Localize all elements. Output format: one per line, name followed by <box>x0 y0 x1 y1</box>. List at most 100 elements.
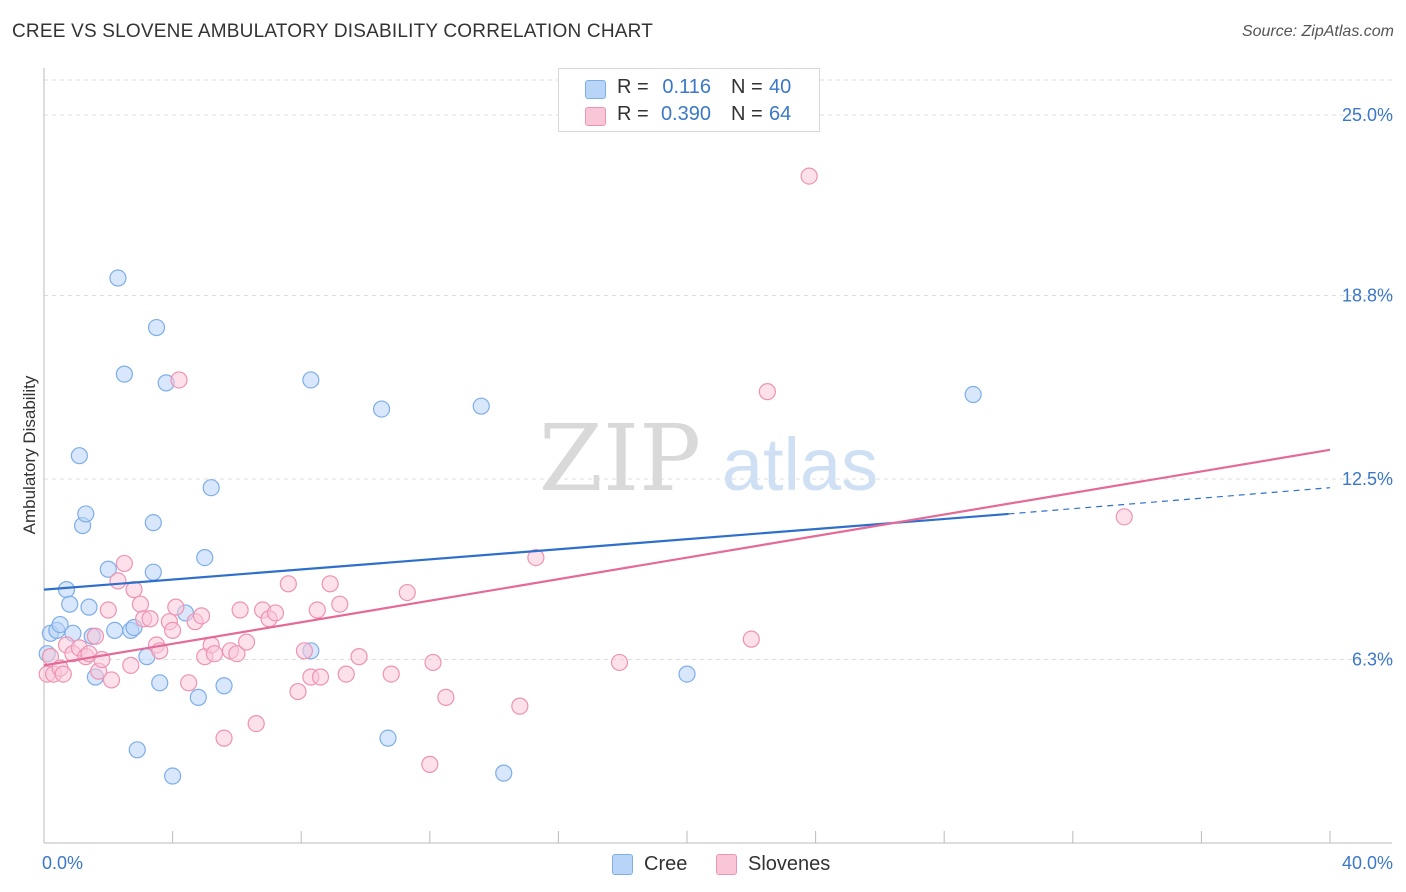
legend-swatch-cree <box>585 80 606 99</box>
cree-point <box>189 688 207 706</box>
slovenes-point <box>382 665 400 683</box>
cree-point <box>372 400 391 418</box>
axis-layer <box>43 68 1392 844</box>
slovenes-point <box>742 630 760 648</box>
bottom-swatch-slovenes <box>716 854 737 875</box>
slovenes-point <box>331 595 349 613</box>
cree-point <box>151 674 169 692</box>
slovenes-point <box>321 575 339 593</box>
slovenes-point <box>398 583 416 602</box>
x-tick-label: 40.0% <box>1342 853 1393 873</box>
cree-point <box>128 741 146 759</box>
legend-n-label: N = <box>731 76 763 98</box>
legend-r-value: 0.390 <box>660 103 711 125</box>
cree-point <box>57 581 76 599</box>
y-tick-label: 6.3% <box>1352 650 1393 670</box>
legend-r-label: R = <box>617 103 649 125</box>
y-tick-labels: 6.3% 12.5% 18.8% 25.0% <box>1342 105 1393 670</box>
cree-point <box>80 598 98 616</box>
legend-row-slovenes: R = 0.390 N = 64 <box>559 102 819 128</box>
bottom-swatch-cree <box>612 854 633 875</box>
slovenes-point <box>610 653 629 672</box>
slovenes-point <box>237 633 256 651</box>
grid-layer <box>44 79 1392 661</box>
slovenes-point <box>99 601 117 619</box>
slovenes-point <box>167 598 185 616</box>
cree-point <box>964 385 982 404</box>
cree-point <box>472 397 490 415</box>
y-axis-label: Ambulatory Disability <box>20 375 39 534</box>
cree-point <box>144 514 162 532</box>
slovenes-point <box>141 610 159 628</box>
cree-point <box>106 621 124 640</box>
slovenes-point <box>511 697 529 715</box>
watermark: ZIP atlas <box>539 405 878 512</box>
legend-n-value: 64 <box>769 103 792 125</box>
slovenes-point <box>308 601 326 619</box>
y-tick-label: 12.5% <box>1342 469 1393 489</box>
cree-trend-line-extension <box>1008 487 1331 515</box>
cree-point <box>115 365 133 383</box>
slovenes-point <box>758 383 776 401</box>
slovenes-point <box>266 604 285 622</box>
slovenes-point <box>247 714 265 733</box>
cree-trend-line <box>43 512 1009 591</box>
cree-point <box>678 665 696 683</box>
chart-title: CREE VS SLOVENE AMBULATORY DISABILITY CO… <box>12 21 653 42</box>
slovenes-point <box>527 549 545 567</box>
bottom-legend-label-cree: Cree <box>644 853 688 875</box>
slovenes-point <box>86 627 105 645</box>
legend-n-value: 40 <box>769 76 792 98</box>
legend-n-label: N = <box>731 103 763 125</box>
x-tick-labels: 0.0% 40.0% <box>42 853 1393 873</box>
slovenes-point <box>800 167 818 185</box>
watermark-zip: ZIP <box>539 405 701 512</box>
slovenes-point <box>122 656 140 674</box>
slovenes-point <box>228 645 246 663</box>
slovenes-point <box>421 755 439 773</box>
slovenes-point <box>215 729 233 747</box>
source-label: Source: ZipAtlas.com <box>1241 23 1394 40</box>
slovenes-point <box>437 688 455 706</box>
y-tick-label: 18.8% <box>1342 286 1393 306</box>
slovenes-point <box>180 674 198 692</box>
cree-point <box>196 549 214 567</box>
slovenes-point <box>295 642 314 660</box>
slovenes-point <box>337 665 355 683</box>
cree-point <box>51 615 69 634</box>
y-tick-label: 25.0% <box>1342 105 1393 125</box>
slovenes-point <box>164 621 182 640</box>
cree-point <box>302 371 320 389</box>
slovenes-point <box>289 682 307 701</box>
x-tick-label: 0.0% <box>42 853 83 873</box>
cree-point <box>164 767 182 785</box>
cree-point <box>99 560 117 578</box>
legend-swatch-slovenes <box>585 107 606 126</box>
slovenes-point <box>205 645 223 663</box>
slovenes-point <box>54 665 72 683</box>
slovenes-trend-line <box>43 448 1331 667</box>
cree-point <box>109 269 127 287</box>
legend-r-label: R = <box>617 76 649 98</box>
cree-point <box>215 677 233 695</box>
legend-row-cree: R = 0.116 N = 40 <box>559 75 819 101</box>
slovenes-point <box>1115 508 1133 526</box>
slovenes-point <box>170 371 188 389</box>
cree-point <box>70 447 88 465</box>
slovenes-point <box>115 554 133 573</box>
cree-point <box>144 563 162 581</box>
slovenes-point <box>131 595 150 613</box>
cree-point <box>147 318 166 337</box>
watermark-atlas: atlas <box>722 423 878 506</box>
trend-lines <box>43 448 1331 667</box>
slovenes-point <box>192 607 211 625</box>
cree-point <box>202 479 220 497</box>
cree-point <box>77 505 95 523</box>
slovenes-point <box>311 668 330 686</box>
cree-point <box>495 764 513 782</box>
cree-point <box>61 595 79 613</box>
slovenes-point <box>102 671 121 689</box>
cree-point <box>379 729 397 747</box>
slovenes-point <box>424 653 442 672</box>
bottom-legend-label-slovenes: Slovenes <box>748 853 831 875</box>
